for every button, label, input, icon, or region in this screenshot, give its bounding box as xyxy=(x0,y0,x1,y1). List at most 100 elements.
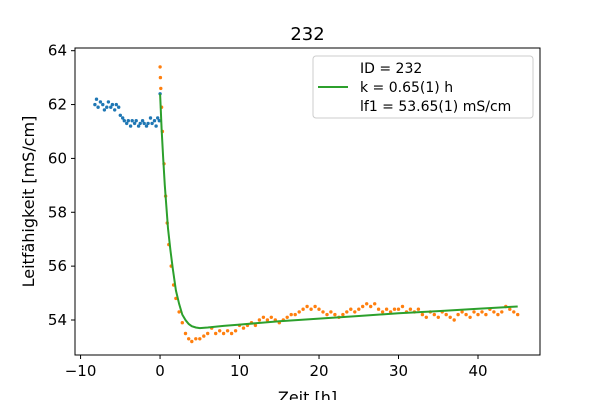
data-point-series-0 xyxy=(142,121,146,126)
data-point-series-0 xyxy=(106,100,111,104)
data-point-series-0 xyxy=(152,119,157,123)
data-point-series-0 xyxy=(156,116,160,120)
legend: ID = 232 k = 0.65(1) h lf1 = 53.65(1) mS… xyxy=(312,55,534,119)
data-point-series-0 xyxy=(150,121,154,126)
data-point-series-1 xyxy=(388,310,393,314)
data-point-series-1 xyxy=(194,337,198,341)
data-point-series-1 xyxy=(448,315,452,319)
data-point-series-0 xyxy=(105,105,109,109)
x-axis-ticks: −10 0 10 20 30 40 xyxy=(65,355,488,380)
data-point-series-1 xyxy=(376,307,381,311)
data-point-series-0 xyxy=(146,121,150,126)
data-point-series-1 xyxy=(432,312,436,317)
data-point-series-1 xyxy=(333,312,337,317)
data-point-series-1 xyxy=(229,331,234,336)
data-point-series-1 xyxy=(233,329,238,333)
data-point-series-1 xyxy=(269,315,273,319)
x-tick-label: 0 xyxy=(155,362,165,380)
data-point-series-1 xyxy=(380,310,385,314)
y-tick-label: 64 xyxy=(48,42,67,60)
y-axis-ticks: 54 56 58 60 62 64 xyxy=(48,42,75,329)
data-point-series-1 xyxy=(396,307,401,311)
fit-line xyxy=(159,93,518,330)
data-point-series-1 xyxy=(285,315,289,319)
y-tick-label: 58 xyxy=(48,203,67,221)
data-point-series-1 xyxy=(400,304,405,309)
data-point-series-1 xyxy=(325,312,329,317)
data-point-series-1 xyxy=(484,312,488,317)
data-point-series-1 xyxy=(496,312,500,317)
data-point-series-0 xyxy=(98,100,103,104)
data-point-series-1 xyxy=(369,304,373,309)
data-point-series-0 xyxy=(122,119,127,123)
legend-box xyxy=(312,55,534,119)
y-axis-label: Leitfähigkeit [mS/cm] xyxy=(19,116,38,288)
data-point-series-0 xyxy=(138,121,142,126)
data-point-series-1 xyxy=(472,310,476,314)
y-tick-label: 54 xyxy=(48,311,67,329)
data-point-series-0 xyxy=(130,119,134,123)
data-point-series-0 xyxy=(114,102,119,107)
data-point-series-1 xyxy=(261,315,266,319)
data-point-series-0 xyxy=(94,97,99,101)
data-point-series-0 xyxy=(117,105,121,109)
data-point-series-0 xyxy=(102,108,107,112)
data-point-series-1 xyxy=(180,321,184,325)
data-point-series-1 xyxy=(198,337,202,341)
data-point-series-1 xyxy=(297,310,301,314)
data-point-series-0 xyxy=(132,121,137,126)
data-point-series-1 xyxy=(456,312,460,317)
y-tick-label: 62 xyxy=(48,96,67,114)
data-point-series-1 xyxy=(460,310,464,314)
data-point-series-0 xyxy=(140,119,145,123)
data-point-series-1 xyxy=(341,312,345,317)
data-point-series-1 xyxy=(221,331,226,336)
data-point-series-1 xyxy=(512,310,516,314)
data-point-series-1 xyxy=(365,302,369,306)
x-tick-label: 30 xyxy=(389,362,408,380)
x-axis-label: Zeit [h] xyxy=(278,388,337,400)
data-point-series-1 xyxy=(500,310,504,314)
data-point-series-1 xyxy=(214,331,218,336)
legend-line-lf1: lf1 = 53.65(1) mS/cm xyxy=(360,99,511,115)
plot-area xyxy=(93,65,520,344)
series-layer xyxy=(93,65,520,344)
data-point-series-1 xyxy=(202,334,206,338)
data-point-series-1 xyxy=(392,307,397,311)
x-tick-label: −10 xyxy=(65,362,97,380)
data-point-series-0 xyxy=(125,121,129,126)
y-tick-label: 60 xyxy=(48,149,67,167)
data-point-series-1 xyxy=(206,331,210,336)
data-point-series-0 xyxy=(121,116,125,120)
data-point-series-1 xyxy=(158,65,162,69)
data-point-series-1 xyxy=(313,304,317,309)
data-point-series-1 xyxy=(436,315,440,319)
data-point-series-1 xyxy=(353,310,357,314)
data-point-series-1 xyxy=(361,304,365,309)
data-point-series-0 xyxy=(118,113,123,118)
data-point-series-1 xyxy=(177,310,181,314)
data-point-series-1 xyxy=(225,329,230,333)
data-point-series-1 xyxy=(289,312,293,317)
data-point-series-0 xyxy=(93,102,97,107)
data-point-series-1 xyxy=(416,307,421,311)
data-point-series-1 xyxy=(480,310,484,314)
data-point-series-1 xyxy=(159,86,163,91)
data-point-series-1 xyxy=(305,304,309,309)
data-point-series-0 xyxy=(154,124,158,128)
data-point-series-1 xyxy=(321,310,325,314)
data-point-series-1 xyxy=(317,307,321,311)
data-point-series-0 xyxy=(126,119,130,123)
data-point-series-0 xyxy=(134,119,138,123)
data-point-series-1 xyxy=(183,331,188,336)
data-point-series-1 xyxy=(420,312,425,317)
legend-line-id: ID = 232 xyxy=(360,61,422,77)
data-point-series-0 xyxy=(113,108,117,112)
data-point-series-1 xyxy=(158,75,163,80)
y-tick-label: 56 xyxy=(48,257,67,275)
data-point-series-1 xyxy=(408,307,413,311)
data-point-series-0 xyxy=(109,105,113,109)
data-point-series-1 xyxy=(444,312,448,317)
data-point-series-1 xyxy=(241,326,246,330)
